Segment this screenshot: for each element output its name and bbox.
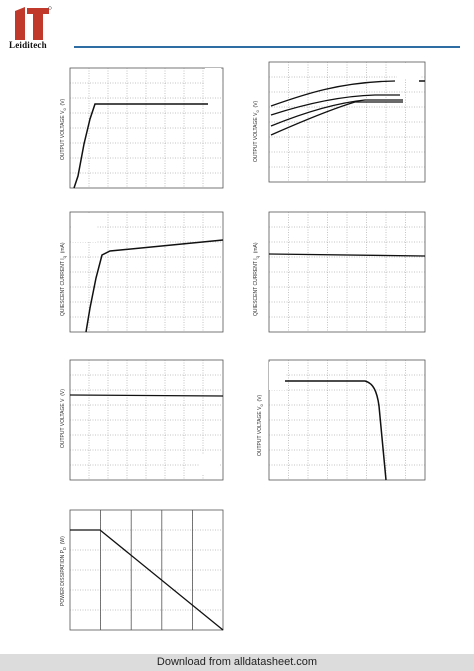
header-rule (74, 46, 460, 48)
plot-area (69, 211, 224, 333)
plot-area (69, 67, 224, 189)
graph-quiescent-current-1: QUIESCENT CURRENT Iq (mA) (58, 208, 228, 338)
graph-output-voltage-3: OUTPUT VOLTAGE V (V) (58, 356, 228, 486)
brand-name: Leiditech (9, 40, 47, 50)
plot-area (268, 211, 426, 333)
graph-quiescent-current-2: QUIESCENT CURRENT Iq (mA) (253, 208, 430, 338)
graph-power-dissipation: POWER DISSIPATION PD (W) (58, 506, 228, 636)
footer-bar: Download from alldatasheet.com (0, 654, 474, 671)
plot-area (69, 509, 224, 631)
graph-output-voltage-1: OUTPUT VOLTAGE Vo (V) (58, 64, 228, 194)
graph-output-voltage-2: OUTPUT VOLTAGE Vo (V) (253, 58, 430, 188)
plot-area (268, 359, 426, 481)
plot-area (69, 359, 224, 481)
footer-link[interactable]: Download from alldatasheet.com (156, 656, 318, 668)
graph-output-voltage-4: OUTPUT VOLTAGE Vo (V) (255, 356, 430, 486)
plot-area (268, 61, 426, 183)
leiditech-logo (15, 6, 52, 40)
